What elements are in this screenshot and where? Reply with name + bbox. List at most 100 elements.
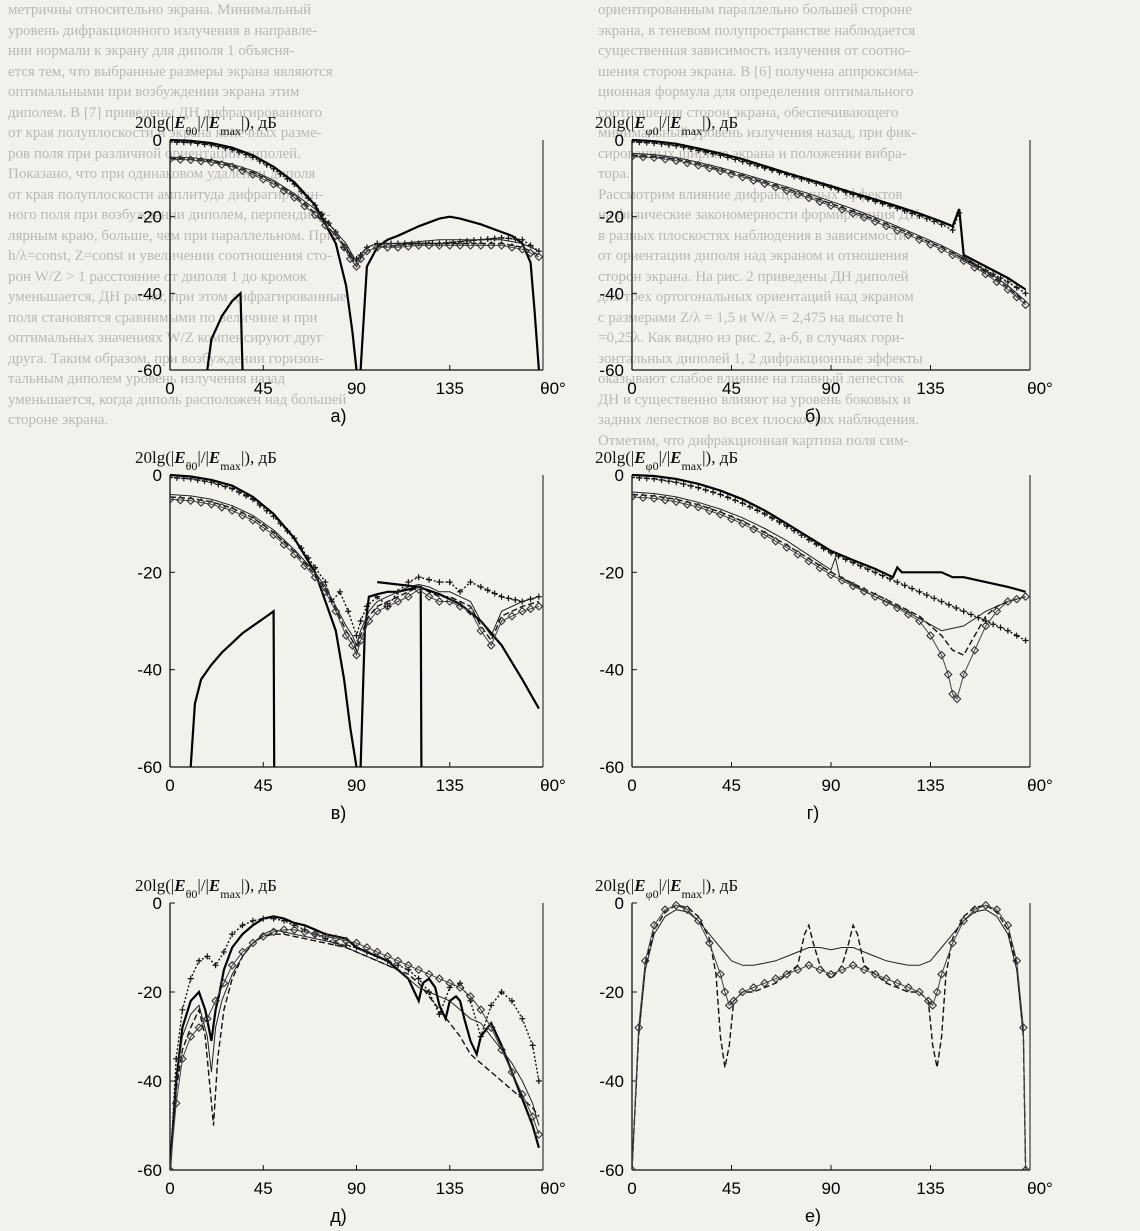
series-marker-diamond: [486, 640, 496, 650]
series-marker-diamond: [682, 158, 692, 168]
series-marker-diamond: [915, 616, 924, 626]
series-marker-diamond: [705, 938, 714, 948]
series-marker-diamond: [724, 1000, 734, 1010]
series-marker-diamond: [383, 952, 392, 961]
series-marker-plus: [488, 1002, 495, 1009]
series-marker-plus: [345, 608, 352, 615]
series-marker-plus: [208, 479, 215, 486]
series-marker-plus: [732, 497, 739, 504]
series-diamond: [632, 152, 1030, 310]
background-text-line: оптимальными при возбуждении экрана этим: [8, 84, 300, 100]
series-marker-plus: [291, 181, 298, 188]
series-marker-diamond: [248, 170, 258, 179]
series-marker-plus: [187, 975, 194, 982]
series-marker-plus: [923, 215, 930, 222]
background-text-line: от края полуплоскости и экрана конечных …: [8, 125, 322, 141]
background-text-line: нии нормали к экрану для диполя 1 объясн…: [8, 43, 295, 59]
background-text-line: =0,25λ. Как видно из рис. 2, а-б, в случ…: [598, 330, 905, 346]
series-marker-plus: [415, 574, 422, 581]
series-marker-diamond: [793, 189, 803, 199]
series-marker-diamond: [771, 536, 781, 546]
series-marker-diamond: [793, 549, 803, 559]
series-marker-diamond: [186, 155, 196, 165]
series-marker-diamond: [170, 154, 175, 164]
series-marker-plus: [298, 545, 305, 551]
series-marker-plus: [886, 202, 893, 209]
series-marker-plus: [835, 186, 842, 193]
series-marker-diamond: [693, 916, 703, 926]
series-marker-diamond: [720, 987, 730, 997]
series-marker-diamond: [793, 965, 803, 975]
background-text-line: диполем. В [7] приведены ДН дифрагирован…: [8, 104, 323, 121]
series-line: [170, 915, 540, 1170]
background-text-line: ется тем, что выбранные размеры экрана я…: [8, 63, 333, 80]
series-marker-diamond: [517, 1089, 527, 1099]
y-tick-label: -20: [599, 563, 624, 582]
series-marker-plus: [222, 145, 229, 152]
background-text-right: ориентированным параллельно большей стор…: [598, 0, 1138, 451]
series-marker-diamond: [534, 252, 543, 262]
series-dashed: [170, 496, 540, 653]
series-marker-plus: [277, 520, 284, 527]
y-tick-label: -40: [137, 1072, 162, 1091]
series-marker-plus: [249, 917, 256, 924]
series-marker-plus: [761, 510, 768, 517]
series-marker-plus: [470, 237, 477, 244]
series-marker-diamond: [782, 969, 792, 979]
series-line: [170, 494, 540, 647]
series-marker-plus: [394, 962, 401, 969]
series-marker-plus: [519, 1015, 526, 1022]
series-marker-diamond: [414, 965, 424, 975]
series-marker-diamond: [476, 626, 486, 636]
chart-svg: 20lg(|Eφ0|/|Emax|), дБ0-20-40-600 45 90 135…: [595, 113, 1053, 426]
series-marker-diamond: [178, 1054, 187, 1064]
series-marker-diamond: [952, 694, 962, 704]
series-marker-diamond: [923, 996, 933, 1006]
series-marker-diamond: [331, 231, 341, 241]
series-line: [170, 933, 540, 1170]
series-marker-diamond: [682, 905, 692, 915]
series-line: [170, 929, 540, 1170]
series-thin: [170, 494, 540, 647]
series-line: [632, 152, 1026, 302]
x-axis-unit-label: θ0°: [540, 1179, 566, 1198]
y-tick-label: -60: [599, 758, 624, 777]
background-text-line: тальным диполем уровень излучения назад: [8, 371, 286, 387]
series-marker-plus: [842, 189, 849, 196]
series-marker-diamond: [445, 978, 455, 988]
series-marker-plus: [336, 588, 343, 595]
series-marker-plus: [717, 491, 724, 498]
series-marker-diamond: [194, 1023, 204, 1032]
series-marker-plus: [284, 527, 291, 534]
series-marker-plus: [916, 588, 923, 595]
background-text-line: от края полуплоскости амплитуда дифрагир…: [8, 186, 324, 203]
series-marker-plus: [201, 478, 208, 485]
series-marker-diamond: [660, 154, 670, 164]
series-marker-diamond: [727, 169, 736, 179]
series-marker-diamond: [738, 519, 747, 529]
series-marker-diamond: [211, 996, 220, 1006]
series-marker-diamond: [279, 540, 289, 549]
series-marker-diamond: [992, 905, 1002, 915]
series-marker-diamond: [682, 500, 692, 509]
series-marker-diamond: [341, 936, 351, 946]
series-marker-plus: [732, 156, 739, 163]
series-marker-diamond: [870, 969, 880, 979]
series-marker-diamond: [981, 269, 991, 279]
series-marker-plus: [457, 980, 464, 987]
series-marker-diamond: [534, 602, 543, 611]
series-marker-diamond: [207, 499, 216, 509]
series-marker-diamond: [716, 969, 725, 979]
series-marker-plus: [363, 948, 370, 955]
series-marker-diamond: [992, 277, 1002, 287]
series-marker-plus: [357, 618, 364, 624]
series-marker-plus: [505, 235, 512, 242]
series-marker-diamond: [466, 606, 475, 616]
series-marker-plus: [931, 218, 938, 225]
background-text-line: рон W/Z > 1 расстояние от диполя 1 до кр…: [8, 268, 308, 285]
chart-c: 20lg(|Eθ0|/|Emax|), дБ 0 -20 -40 -60 0 45 90 135…: [40, 405, 580, 823]
series-marker-diamond: [186, 1032, 196, 1041]
series-marker-diamond: [881, 597, 891, 607]
series-marker-diamond: [738, 172, 747, 182]
series-marker-plus: [850, 191, 857, 198]
